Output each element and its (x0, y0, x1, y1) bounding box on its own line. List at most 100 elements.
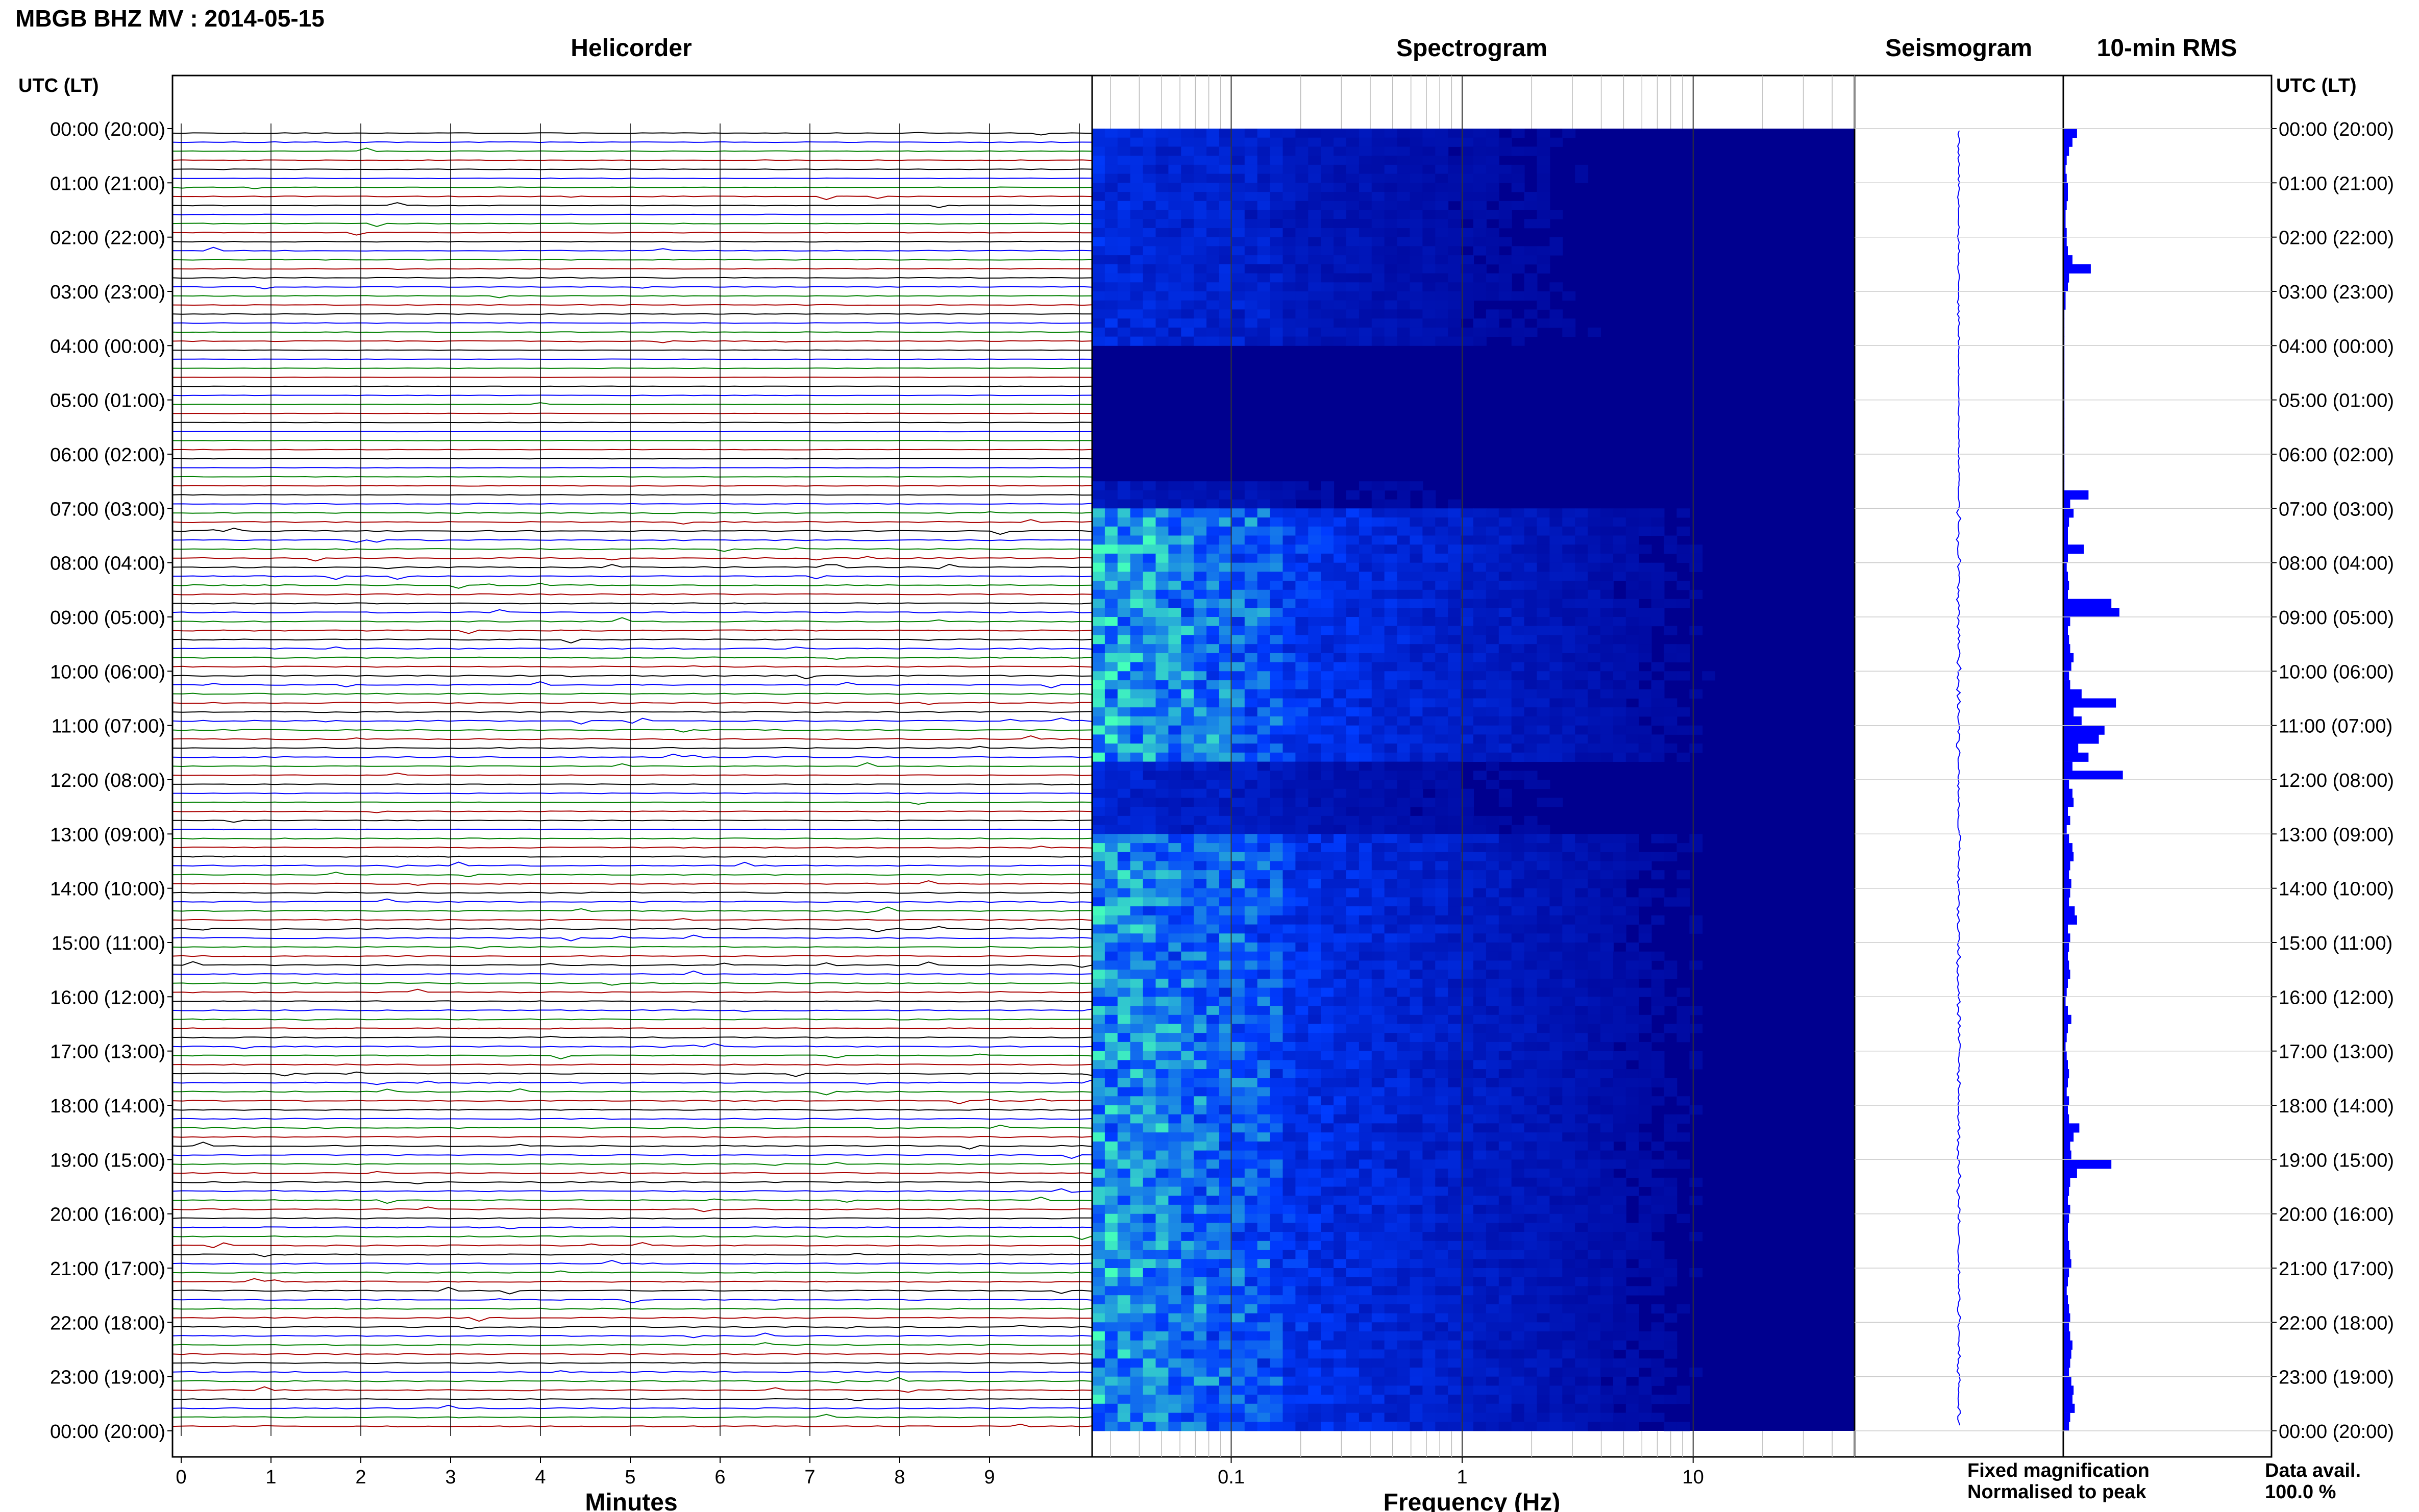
spectrogram-cell (1537, 219, 1550, 229)
spectrogram-cell (1244, 526, 1258, 536)
spectrogram-cell (1625, 617, 1639, 627)
spectrogram-cell (1257, 761, 1271, 771)
spectrogram-cell (1638, 960, 1652, 970)
spectrogram-cell (1524, 1132, 1538, 1142)
spectrogram-cell (1308, 608, 1322, 617)
spectrogram-cell (1549, 1069, 1563, 1079)
spectrogram-cell (1562, 129, 1576, 138)
spectrogram-cell (1295, 653, 1309, 663)
spectrogram-cell (1600, 852, 1614, 861)
spectrogram-cell (1270, 608, 1283, 617)
spectrogram-cell (1282, 870, 1296, 880)
spectrogram-cell (1219, 1123, 1232, 1133)
spectrogram-cell (1346, 1132, 1360, 1142)
spectrogram-cell (1257, 1331, 1271, 1341)
spectrogram-cell (1270, 572, 1283, 581)
spectrogram-cell (1282, 327, 1296, 337)
spectrogram-cell (1537, 933, 1550, 943)
spectrogram-cell (1562, 1177, 1576, 1187)
spectrogram-cell (1155, 1078, 1169, 1087)
spectrogram-cell (1206, 906, 1220, 916)
spectrogram-cell (1257, 780, 1271, 789)
spectrogram-cell (1219, 137, 1232, 147)
spectrogram-cell (1117, 725, 1131, 735)
spectrogram-cell (1206, 780, 1220, 789)
spectrogram-cell (1206, 1069, 1220, 1079)
spectrogram-cell (1321, 997, 1335, 1006)
spectrogram-cell (1537, 572, 1550, 581)
spectrogram-cell (1461, 888, 1474, 898)
spectrogram-cell (1117, 617, 1131, 627)
spectrogram-cell (1231, 1186, 1245, 1196)
spectrogram-cell (1371, 1087, 1385, 1097)
spectrogram-cell (1104, 716, 1118, 726)
spectrogram-cell (1562, 608, 1576, 617)
spectrogram-cell (1625, 1069, 1639, 1079)
spectrogram-cell (1359, 1295, 1372, 1305)
spectrogram-cell (1461, 978, 1474, 988)
spectrogram-cell (1092, 1087, 1105, 1097)
spectrogram-cell (1384, 933, 1398, 943)
spectrogram-cell (1206, 327, 1220, 337)
spectrogram-cell (1448, 798, 1462, 807)
spectrogram-cell (1308, 1286, 1322, 1296)
spectrogram-cell (1562, 653, 1576, 663)
spectrogram-cell (1461, 1087, 1474, 1097)
spectrogram-cell (1613, 1331, 1626, 1341)
spectrogram-cell (1117, 879, 1131, 889)
spectrogram-cell (1371, 562, 1385, 572)
spectrogram-cell (1397, 481, 1411, 491)
spectrogram-cell (1575, 888, 1589, 898)
spectrogram-cell (1397, 526, 1411, 536)
spectrogram-cell (1143, 960, 1156, 970)
spectrogram-cell (1613, 915, 1626, 925)
spectrogram-cell (1435, 291, 1449, 301)
spectrogram-cell (1600, 1060, 1614, 1070)
spectrogram-cell (1282, 1078, 1296, 1087)
spectrogram-cell (1473, 843, 1487, 853)
spectrogram-cell (1422, 870, 1436, 880)
spectrogram-cell (1321, 1051, 1335, 1060)
spectrogram-cell (1270, 915, 1283, 925)
spectrogram-cell (1613, 970, 1626, 979)
spectrogram-cell (1511, 888, 1525, 898)
spectrogram-cell (1295, 1006, 1309, 1015)
spectrogram-cell (1130, 1259, 1144, 1269)
spectrogram-cell (1155, 852, 1169, 861)
spectrogram-cell (1130, 589, 1144, 599)
spectrogram-cell (1155, 1169, 1169, 1178)
spectrogram-cell (1257, 915, 1271, 925)
spectrogram-cell (1600, 1177, 1614, 1187)
spectrogram-cell (1155, 834, 1169, 844)
spectrogram-cell (1346, 1268, 1360, 1278)
spectrogram-cell (1244, 1141, 1258, 1151)
spectrogram-cell (1461, 1042, 1474, 1052)
spectrogram-cell (1422, 508, 1436, 518)
spectrogram-cell (1181, 1186, 1195, 1196)
spectrogram-cell (1575, 1313, 1589, 1323)
spectrogram-cell (1295, 662, 1309, 672)
spectrogram-cell (1448, 156, 1462, 165)
spectrogram-cell (1511, 608, 1525, 617)
spectrogram-cell (1537, 888, 1550, 898)
spectrogram-cell (1270, 1313, 1283, 1323)
spectrogram-cell (1270, 978, 1283, 988)
spectrogram-cell (1486, 1277, 1499, 1286)
spectrogram-cell (1270, 1268, 1283, 1278)
spectrogram-cell (1473, 689, 1487, 699)
spectrogram-cell (1206, 933, 1220, 943)
spectrogram-cell (1308, 788, 1322, 798)
spectrogram-cell (1219, 201, 1232, 210)
spectrogram-cell (1346, 173, 1360, 183)
spectrogram-cell (1422, 336, 1436, 346)
spectrogram-cell (1473, 680, 1487, 690)
spectrogram-cell (1575, 1277, 1589, 1286)
spectrogram-cell (1308, 553, 1322, 563)
spectrogram-cell (1422, 943, 1436, 952)
spectrogram-cell (1168, 1096, 1182, 1106)
spectrogram-cell (1498, 137, 1512, 147)
spectrogram-cell (1346, 861, 1360, 871)
spectrogram-cell (1244, 987, 1258, 997)
spectrogram-cell (1130, 228, 1144, 238)
spectrogram-cell (1651, 517, 1665, 527)
